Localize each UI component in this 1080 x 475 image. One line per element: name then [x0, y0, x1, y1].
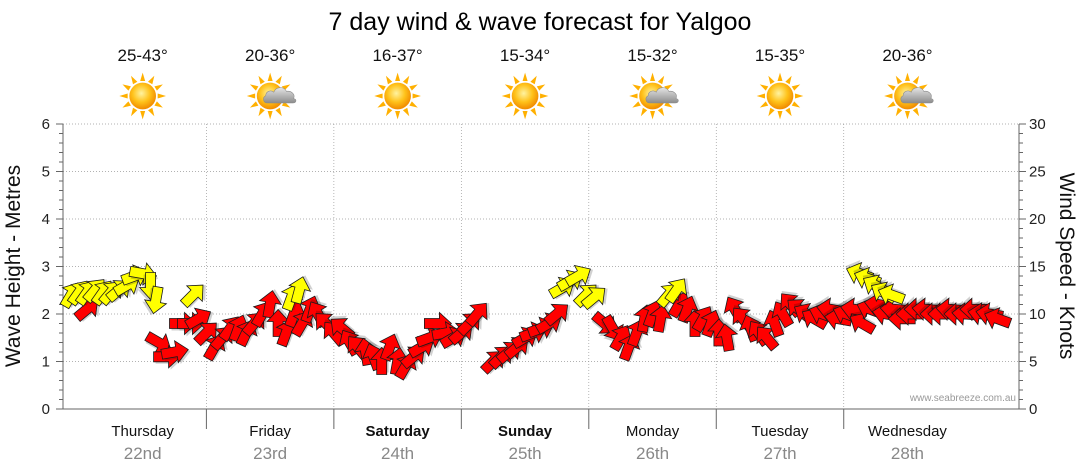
- right-axis-ticks: 0 5 10 15 20 25 30: [1019, 116, 1046, 418]
- day-date: 27th: [763, 444, 796, 463]
- sun-cloud-icon: [246, 72, 297, 120]
- day-date: 22nd: [124, 444, 162, 463]
- sun-icon: [756, 72, 804, 120]
- temperature-range: 25-43°: [118, 46, 168, 65]
- temperature-range: 20-36°: [882, 46, 932, 65]
- wind-arrow: [649, 303, 674, 333]
- day-date: 28th: [891, 444, 924, 463]
- day-labels: Thursday 22nd Friday 23rd Saturday 24th Sunday…: [111, 423, 947, 463]
- wind-arrow: [378, 332, 404, 362]
- chart-grid: [63, 123, 1019, 429]
- left-tick-label: 3: [42, 259, 50, 276]
- wind-arrow: [714, 321, 740, 352]
- page-title: 7 day wind & wave forecast for Yalgoo: [329, 8, 752, 36]
- wave-arrow: [580, 287, 608, 311]
- left-tick-label: 4: [42, 211, 50, 228]
- wind-arrow: [756, 324, 780, 352]
- sun-icon: [374, 72, 421, 120]
- left-axis-ticks: 0 1 2 3 4 5 6: [42, 116, 63, 418]
- day-name: Friday: [249, 423, 291, 440]
- right-tick-label: 10: [1029, 306, 1046, 323]
- wave-arrow: [664, 278, 690, 305]
- wind-arrow: [193, 322, 220, 347]
- left-tick-label: 0: [42, 401, 50, 418]
- sun-icon: [119, 72, 166, 120]
- day-name: Wednesday: [868, 423, 947, 440]
- temperature-range: 15-34°: [500, 46, 550, 65]
- wave-arrow: [563, 264, 594, 288]
- right-tick-label: 30: [1029, 116, 1046, 133]
- day-date: 24th: [381, 444, 414, 463]
- wave-arrow: [877, 281, 906, 306]
- wind-arrow: [464, 302, 490, 328]
- day-name: Saturday: [365, 423, 430, 440]
- sun-icon: [501, 72, 549, 120]
- right-tick-label: 0: [1029, 401, 1037, 418]
- right-axis-title: Wind Speed - Knots: [1055, 173, 1078, 360]
- right-tick-label: 5: [1029, 354, 1037, 371]
- day-name: Sunday: [498, 423, 553, 440]
- wind-arrow: [849, 310, 877, 335]
- sun-cloud-icon: [629, 72, 679, 120]
- day-date: 23rd: [253, 444, 287, 463]
- left-tick-label: 6: [42, 116, 50, 133]
- temperature-range: 16-37°: [372, 46, 422, 65]
- temperature-range: 15-32°: [627, 46, 677, 65]
- right-tick-label: 25: [1029, 164, 1046, 181]
- day-name: Monday: [626, 423, 680, 440]
- wind-arrow: [983, 305, 1013, 330]
- left-tick-label: 5: [42, 164, 50, 181]
- wind-arrows: [73, 289, 1013, 381]
- wave-arrow: [142, 285, 168, 316]
- weather-row: 25-43° 20-36° 16-37° 15-34° 15-32° 15-35° 20-3…: [118, 46, 934, 120]
- wind-arrow: [543, 303, 571, 327]
- right-tick-label: 15: [1029, 259, 1046, 276]
- day-date: 26th: [636, 444, 669, 463]
- left-tick-label: 1: [42, 354, 50, 371]
- wind-arrow: [609, 324, 634, 353]
- wave-arrow: [179, 284, 206, 309]
- sun-cloud-icon: [884, 72, 934, 120]
- wind-arrow: [160, 339, 191, 365]
- wind-arrow: [676, 294, 701, 324]
- day-name: Tuesday: [752, 423, 809, 440]
- credit-label: www.seabreeze.com.au: [909, 393, 1016, 404]
- wave-arrows: [59, 260, 906, 316]
- left-tick-label: 2: [42, 306, 50, 323]
- right-tick-label: 20: [1029, 211, 1046, 228]
- temperature-range: 15-35°: [755, 46, 805, 65]
- day-date: 25th: [509, 444, 542, 463]
- wave-arrow: [288, 275, 313, 305]
- day-name: Thursday: [111, 423, 174, 440]
- left-axis-title: Wave Height - Metres: [2, 165, 25, 367]
- temperature-range: 20-36°: [245, 46, 295, 65]
- wind-arrow: [258, 289, 284, 319]
